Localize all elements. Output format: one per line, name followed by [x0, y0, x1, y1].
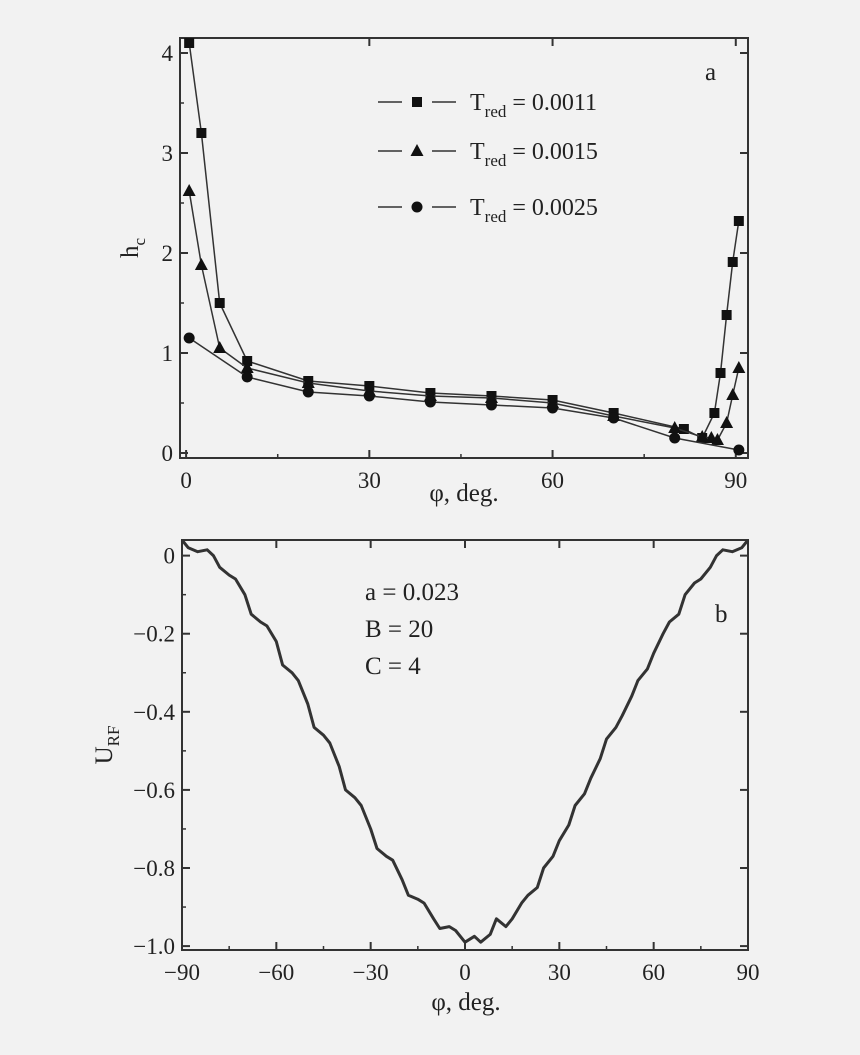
y-tick-label: 0 — [162, 441, 174, 466]
data-point — [726, 388, 740, 400]
data-point — [678, 424, 689, 434]
legend-marker — [411, 201, 423, 213]
data-point — [214, 298, 225, 308]
data-point — [302, 386, 314, 398]
x-tick-label: 30 — [548, 960, 571, 985]
x-tick-label: 60 — [642, 960, 665, 985]
annotation-c-value: C = 4 — [365, 653, 421, 680]
data-point — [715, 368, 726, 378]
series-line — [188, 42, 740, 439]
annotation-b-value: B = 20 — [365, 616, 433, 643]
x-tick-label: −60 — [258, 960, 294, 985]
data-point — [363, 390, 375, 402]
y-tick-label: −0.8 — [133, 856, 175, 881]
data-point — [732, 361, 746, 373]
x-tick-label: 0 — [459, 960, 471, 985]
panel-b-chart: −90 −60 −30 0 30 60 900−0.2−0.4−0.6−0.8−1.0 b … — [91, 539, 760, 1016]
panel-b-series — [180, 539, 750, 944]
y-tick-label: −0.4 — [133, 700, 175, 725]
data-point — [183, 332, 195, 344]
series-line — [188, 190, 740, 441]
annotation-a-value: a = 0.023 — [365, 579, 459, 606]
x-tick-label: 30 — [358, 468, 381, 493]
panel-a-y-axis-label: hc — [117, 238, 149, 259]
data-point — [668, 421, 682, 433]
x-tick-label: 90 — [737, 960, 760, 985]
data-point — [733, 444, 745, 456]
data-point — [424, 396, 436, 408]
data-point — [733, 216, 744, 226]
y-tick-label: 0 — [164, 544, 176, 569]
panel-a-legend: Tred = 0.0011 Tred = 0.0015 Tred = 0.0025 — [378, 90, 598, 226]
data-point — [184, 38, 195, 48]
panel-a-x-axis-label: φ, deg. — [429, 480, 498, 507]
series-line — [180, 539, 750, 944]
legend-label: Tred = 0.0015 — [470, 139, 598, 170]
y-tick-label: 1 — [162, 341, 174, 366]
data-point — [709, 408, 720, 418]
panel-a-axis-ticks: 0 30 60 90 0 1 2 3 4 — [162, 38, 748, 493]
y-tick-label: 3 — [162, 141, 174, 166]
data-point — [196, 128, 207, 138]
panel-a-label: a — [705, 59, 716, 86]
legend-label: Tred = 0.0011 — [470, 90, 597, 121]
data-point — [547, 402, 559, 414]
data-point — [213, 341, 227, 353]
data-point — [194, 258, 208, 270]
data-point — [720, 416, 734, 428]
legend-marker — [412, 97, 422, 107]
y-tick-label: −1.0 — [133, 934, 175, 959]
panel-b-label: b — [715, 601, 728, 628]
data-point — [608, 412, 620, 424]
data-point — [727, 257, 738, 267]
data-point — [695, 430, 709, 442]
data-point — [721, 310, 732, 320]
x-tick-label: 90 — [724, 468, 747, 493]
series-line — [188, 337, 739, 451]
panel-a-series — [182, 38, 746, 456]
data-point — [301, 376, 315, 388]
x-tick-label: 0 — [180, 468, 192, 493]
panel-b-axis-ticks: −90 −60 −30 0 30 60 90 0 −0.2 −0.4 −0.6 −0.8 −1.0 — [133, 540, 760, 985]
panel-a-plot-frame — [179, 37, 749, 459]
panel-b-x-axis-label: φ, deg. — [431, 989, 500, 1016]
data-point — [485, 399, 497, 411]
data-point — [710, 433, 724, 445]
panel-b-plot-frame — [181, 539, 749, 951]
y-tick-label: 2 — [162, 241, 174, 266]
panel-b-y-axis-label: URF — [91, 726, 123, 765]
data-point — [484, 391, 498, 403]
data-point — [240, 361, 254, 373]
x-tick-label: 60 — [541, 468, 564, 493]
x-tick-label: −90 — [164, 960, 200, 985]
y-tick-label: 4 — [162, 41, 174, 66]
y-tick-label: −0.2 — [133, 622, 175, 647]
data-point — [669, 432, 681, 444]
y-tick-label: −0.6 — [133, 778, 175, 803]
data-point — [241, 371, 253, 383]
legend-marker — [410, 144, 424, 156]
legend-label: Tred = 0.0025 — [470, 195, 598, 226]
data-point — [182, 184, 196, 196]
x-tick-label: −30 — [353, 960, 389, 985]
